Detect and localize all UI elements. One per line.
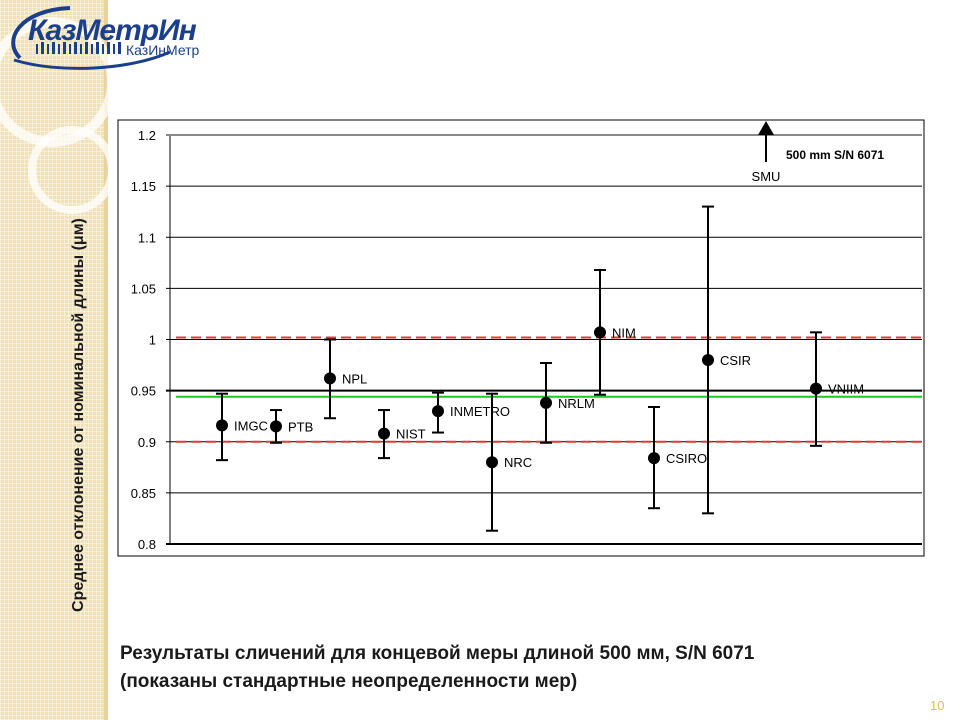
point-label: NIM — [612, 325, 636, 340]
data-point-nist: NIST — [378, 409, 426, 460]
data-point-imgc: IMGC — [216, 392, 268, 462]
company-logo: КазМетрИн КазИнМетр — [0, 0, 240, 80]
point-marker — [378, 427, 390, 440]
point-label: PTB — [288, 419, 313, 434]
data-point-nim: NIM — [594, 268, 636, 396]
y-tick-label: 0.85 — [131, 486, 156, 501]
y-tick-label: 0.9 — [138, 435, 156, 450]
point-label: NIST — [396, 427, 426, 442]
data-point-nrlm: NRLM — [540, 362, 595, 444]
point-label: CSIRO — [666, 451, 707, 466]
chart-reference-lines — [176, 336, 922, 443]
y-tick-label: 0.8 — [138, 537, 156, 552]
chart-y-ticks: 0.8 0.85 0.9 0.95 1 1.05 1.1 1.15 1.2 — [131, 128, 156, 552]
decorative-sidebar — [0, 0, 104, 720]
logo-swoosh-icon — [11, 6, 171, 70]
slide-caption: Результаты сличений для концевой меры дл… — [120, 640, 940, 696]
data-point-vniim: VNIIM — [810, 331, 864, 447]
logo-subtext: КазИнМетр — [126, 42, 200, 58]
sidebar-edge — [104, 0, 108, 720]
y-tick-label: 1.1 — [138, 230, 156, 245]
y-tick-label: 0.95 — [131, 384, 156, 399]
point-marker — [648, 452, 660, 465]
logo-text: КазМетрИн — [28, 14, 197, 47]
point-marker — [270, 420, 282, 433]
smu-label: SMU — [752, 169, 781, 184]
point-label: INMETRO — [450, 404, 510, 419]
data-point-npl: NPL — [324, 338, 367, 420]
data-point-ptb: PTB — [270, 409, 313, 444]
y-tick-label: 1.05 — [131, 281, 156, 296]
y-tick-label: 1.2 — [138, 128, 156, 143]
point-label: NPL — [342, 371, 367, 386]
chart-annotations: SMU 500 mm S/N 6071 — [752, 121, 884, 184]
point-marker — [324, 372, 336, 385]
y-axis-label: Среднее отклонение от номинальной длины … — [70, 218, 87, 612]
chart-points: IMGC PTB NPL NIST INMETRO NRC NRLM NIM CSIRO CSIR… — [216, 205, 864, 532]
data-point-smu: SMU — [752, 121, 781, 184]
point-label: NRLM — [558, 396, 595, 411]
chart-annotation: 500 mm S/N 6071 — [786, 148, 884, 162]
point-label: VNIIM — [828, 382, 864, 397]
data-point-inmetro: INMETRO — [432, 391, 510, 434]
data-point-csir: CSIR — [702, 205, 751, 515]
data-point-nrc: NRC — [486, 392, 532, 532]
data-point-csiro: CSIRO — [648, 405, 707, 510]
point-label: IMGC — [234, 418, 268, 433]
point-label: NRC — [504, 455, 532, 470]
point-marker — [486, 456, 498, 469]
logo-barcode-icon — [36, 42, 121, 54]
point-marker — [432, 405, 444, 418]
point-marker — [594, 326, 606, 339]
decorative-rings — [0, 17, 117, 214]
y-tick-label: 1 — [149, 333, 156, 348]
page-number: 10 — [930, 698, 945, 713]
point-marker — [810, 382, 822, 395]
y-tick-label: 1.15 — [131, 179, 156, 194]
caption-line-1: Результаты сличений для концевой меры дл… — [120, 643, 755, 664]
caption-line-2: (показаны стандартные неопределенности м… — [120, 671, 578, 692]
point-marker — [216, 419, 228, 432]
up-arrow-icon — [758, 121, 774, 135]
point-label: CSIR — [720, 353, 751, 368]
point-marker — [540, 396, 552, 409]
point-marker — [702, 353, 714, 366]
